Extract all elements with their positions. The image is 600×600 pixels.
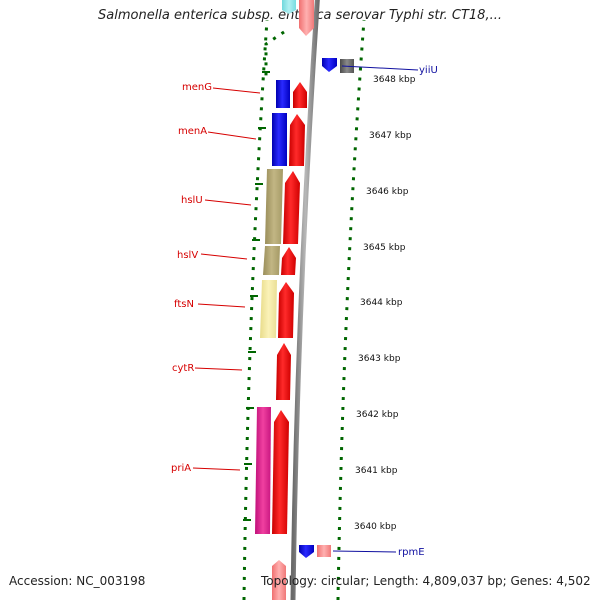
gene-label-cytR: cytR [172,363,194,374]
olive-feature-hslU [265,169,283,244]
yiiU-leader [341,65,419,71]
outer-track-border [336,19,366,600]
rpmE-leader [332,550,397,553]
gene-labels-left: menG menA hslU hslV ftsN cytR priA [171,82,212,474]
blue-cds-menA [272,113,287,166]
leader-menA [207,131,257,140]
gene-label-priA: priA [171,463,191,474]
pink-feature-rpmE [317,545,331,557]
red-cds-ftsN [278,282,294,338]
gene-label-yiiU: yiiU [419,65,438,76]
blue-cds-rpmE [299,545,314,558]
scale-tick-label: 3646 kbp [366,187,409,197]
yiiU-features [322,58,419,73]
cyan-feature [282,0,296,14]
inner-tick-marks [243,71,270,521]
scale-tick-label: 3641 kbp [355,466,398,476]
magenta-feature-priA [255,407,271,534]
gene-label-hslV: hslV [177,250,198,261]
gene-label-rpmE: rpmE [398,547,425,558]
gene-labels-right: yiiU rpmE [398,65,438,558]
scale-tick-label: 3648 kbp [373,75,416,85]
pink-feature-top [299,0,314,36]
track-borders [242,19,366,600]
olive-feature-hslV [263,246,280,275]
topology-summary: Topology: circular; Length: 4,809,037 bp… [261,574,591,588]
blue-cds-yiiU [322,58,337,72]
red-cds-priA [272,410,289,534]
leader-priA [192,467,241,471]
scale-tick-label: 3640 kbp [354,522,397,532]
leader-menG [212,87,261,94]
yellow-feature-ftsN [260,280,277,338]
scale-tick-label: 3644 kbp [360,298,403,308]
reverse-strand-features [255,80,290,534]
gene-label-ftsN: ftsN [174,299,194,310]
inner-track-border [242,19,269,600]
scale-labels: 3648 kbp 3647 kbp 3646 kbp 3645 kbp 3644… [354,75,416,532]
inner-track-border-top [264,30,285,80]
leader-hslU [204,199,252,206]
scale-tick-label: 3642 kbp [356,410,399,420]
accession-label: Accession: NC_003198 [9,574,146,588]
gene-label-menA: menA [178,126,207,137]
red-cds-cytR [276,343,291,400]
scale-tick-label: 3645 kbp [363,243,406,253]
scale-tick-label: 3643 kbp [358,354,401,364]
gene-label-menG: menG [182,82,212,93]
gene-label-hslU: hslU [181,195,203,206]
leader-hslV [200,253,248,260]
red-cds-menA [289,114,305,166]
red-cds-menG [293,82,307,108]
pink-feature-bottom [272,560,286,600]
red-cds-hslV [281,247,296,275]
blue-cds-menG [276,80,290,108]
forward-strand-features [272,82,307,534]
rpmE-features [272,545,397,600]
genome-backbone [290,0,320,600]
gene-leaders [192,87,261,471]
scale-tick-label: 3647 kbp [369,131,412,141]
leader-cytR [194,367,243,371]
top-features [282,0,314,36]
red-cds-hslU [283,171,300,244]
leader-ftsN [197,303,246,308]
